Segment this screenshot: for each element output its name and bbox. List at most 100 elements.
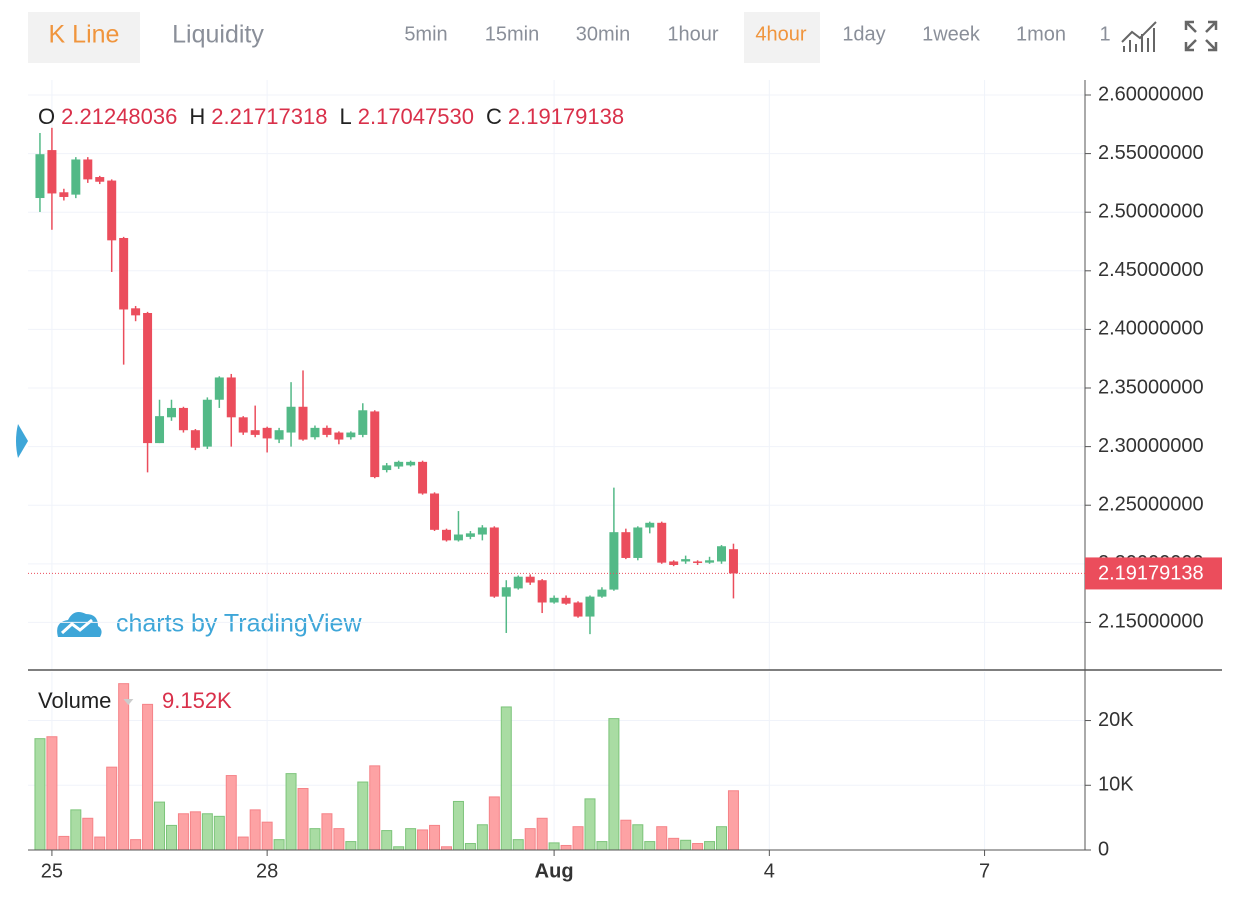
ohlc-key: L xyxy=(339,104,351,129)
watermark: charts by TradingView xyxy=(116,610,362,638)
ohlc-key: O xyxy=(38,104,55,129)
cloud-line xyxy=(60,618,93,635)
volume-bar xyxy=(500,706,512,851)
x-tick-label: 28 xyxy=(256,860,278,882)
candle-body xyxy=(609,532,619,590)
volume-bar xyxy=(345,841,357,851)
candle-body xyxy=(131,308,141,316)
volume-bar xyxy=(656,826,668,851)
y-tick-label: 2.25000000 xyxy=(1098,493,1204,515)
ohlc-value: 2.21248036 xyxy=(61,104,177,129)
icon-line xyxy=(1121,21,1157,43)
candle-body xyxy=(166,407,176,418)
volume-bar xyxy=(118,683,130,851)
volume-bar xyxy=(34,738,46,851)
candle-body xyxy=(728,549,738,574)
y-tick-label: 2.15000000 xyxy=(1098,611,1204,633)
candle-body xyxy=(214,377,224,400)
volume-bar xyxy=(189,811,201,851)
y-tick-label: 2.60000000 xyxy=(1098,83,1204,105)
interval[interactable]: 4hour xyxy=(755,23,806,45)
volume-bar xyxy=(237,836,249,851)
y-tick-label: 2.50000000 xyxy=(1098,200,1204,222)
candle-body xyxy=(35,154,45,199)
volume-bar xyxy=(261,821,273,851)
interval[interactable]: 15min xyxy=(485,23,539,45)
candle-body xyxy=(441,529,451,541)
ohlc-key: C xyxy=(486,104,502,129)
volume-bar xyxy=(249,809,261,851)
candle-body xyxy=(298,406,308,440)
volume-bar xyxy=(154,801,166,851)
candle-body xyxy=(513,576,523,589)
y-tick-label: 10K xyxy=(1098,774,1134,796)
volume-bar xyxy=(213,815,225,851)
volume-bar xyxy=(680,839,692,851)
candle-body xyxy=(501,587,511,597)
candle-body xyxy=(226,377,236,418)
candle-body xyxy=(537,580,547,603)
fullscreen-icon[interactable] xyxy=(1184,20,1218,52)
candle-body xyxy=(202,399,212,447)
candle-body xyxy=(645,522,655,528)
candle-body xyxy=(178,407,188,431)
volume-bar xyxy=(165,824,177,851)
last-price-label: 2.19179138 xyxy=(1098,563,1204,585)
volume-bar xyxy=(201,813,213,851)
tab[interactable]: Liquidity xyxy=(172,21,264,49)
candle-body xyxy=(143,312,153,444)
volume-bar xyxy=(596,841,608,851)
volume-bar xyxy=(285,773,297,851)
interval[interactable]: 1day xyxy=(842,23,885,45)
volume-bar xyxy=(46,736,58,851)
volume-bar xyxy=(225,775,237,851)
candle-body xyxy=(334,432,344,440)
volume-bar xyxy=(94,836,106,851)
candle-body xyxy=(705,560,715,563)
volume-bar xyxy=(572,826,584,851)
candle-body xyxy=(322,427,332,435)
interval[interactable]: 1hour xyxy=(667,23,718,45)
candle-body xyxy=(119,237,129,310)
tab[interactable]: K Line xyxy=(49,21,120,49)
candle-body xyxy=(394,461,404,467)
interval[interactable]: 1week xyxy=(922,23,981,45)
chart-type-icon[interactable] xyxy=(1121,21,1157,52)
volume-bar xyxy=(608,718,620,851)
volume-bar xyxy=(464,843,476,851)
interval[interactable]: 30min xyxy=(576,23,630,45)
volume-bar xyxy=(452,800,464,851)
y-tick-label: 2.40000000 xyxy=(1098,318,1204,340)
volume-bar xyxy=(644,841,656,851)
candle-body xyxy=(597,589,607,597)
candle-body xyxy=(621,532,631,558)
y-tick-label: 0 xyxy=(1098,838,1109,860)
candle-body xyxy=(95,177,105,182)
candle-body xyxy=(681,559,691,562)
volume-bar xyxy=(405,828,417,851)
volume-bar xyxy=(381,830,393,851)
candle-body xyxy=(633,527,643,558)
interval[interactable]: 1 xyxy=(1099,23,1110,45)
interval[interactable]: 5min xyxy=(404,23,447,45)
y-tick-label: 2.45000000 xyxy=(1098,259,1204,281)
volume-bar xyxy=(417,829,429,851)
candle-body xyxy=(382,465,392,471)
x-tick-label: 25 xyxy=(41,860,63,882)
tv-logo xyxy=(57,612,102,637)
candle-body xyxy=(477,527,487,535)
volume-bar xyxy=(70,809,82,851)
volume-bar xyxy=(536,817,548,851)
volume-bar xyxy=(369,765,381,851)
volume-bar xyxy=(488,796,500,851)
volume-bar xyxy=(309,828,321,851)
candle-body xyxy=(693,561,703,563)
candle-body xyxy=(83,159,93,180)
volume-bar xyxy=(512,839,524,851)
side-toggle[interactable] xyxy=(16,424,28,458)
candle-body xyxy=(657,522,667,563)
volume-dropdown[interactable] xyxy=(123,699,134,705)
last-price-tag xyxy=(1085,557,1222,590)
interval[interactable]: 1mon xyxy=(1016,23,1066,45)
